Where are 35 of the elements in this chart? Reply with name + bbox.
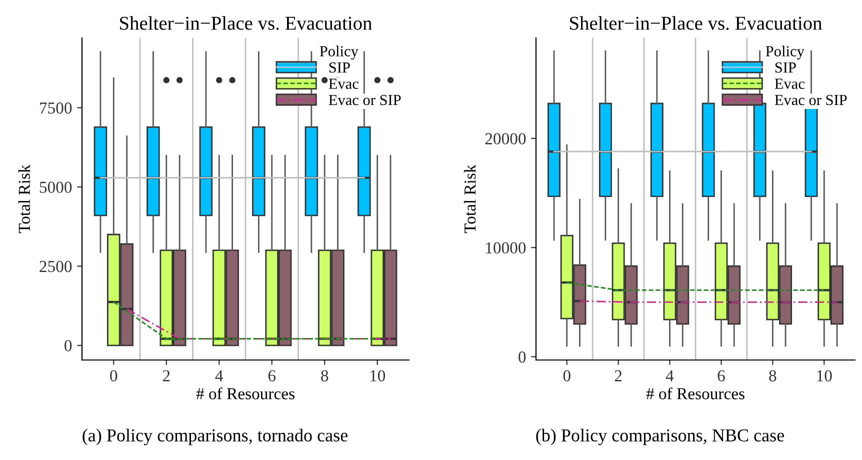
chart-title: Shelter−in−Place vs. Evacuation: [120, 16, 372, 30]
x-tick-label: 10: [817, 370, 832, 382]
x-tick-label: 0: [563, 370, 570, 382]
x-tick-label: 2: [162, 370, 170, 382]
legend-title: Policy: [320, 46, 358, 60]
x-axis-title: # of Resources: [646, 387, 744, 400]
x-tick-label: 4: [666, 370, 674, 382]
y-axis-title: Total Risk: [464, 164, 476, 234]
x-tick-label: 10: [370, 370, 386, 382]
x-tick-label: 8: [321, 370, 328, 382]
y-tick-label: 10000: [486, 242, 526, 254]
y-tick-label: 2500: [40, 260, 72, 272]
x-tick-label: 0: [110, 370, 118, 382]
chart-title: Shelter−in−Place vs. Evacuation: [570, 16, 822, 30]
y-tick-label: 7500: [40, 102, 72, 114]
x-tick-label: 2: [614, 370, 622, 382]
x-tick-label: 6: [718, 370, 725, 382]
legend-title: Policy: [766, 46, 804, 60]
legend-label: Evac or SIP: [328, 94, 401, 106]
y-axis-title: Total Risk: [18, 164, 30, 234]
y-tick-label: 20000: [485, 133, 526, 144]
legend-label: SIP: [329, 62, 350, 73]
y-tick-label: 5000: [40, 182, 72, 193]
x-tick-label: 6: [268, 370, 276, 382]
legend-label: Evac: [774, 78, 804, 89]
x-tick-label: 8: [769, 370, 776, 382]
legend-label: Evac: [328, 78, 358, 89]
text: (a) Policy comparisons, tornado case: [82, 428, 348, 446]
x-axis-title: # of Resources: [196, 387, 294, 400]
legend-label: SIP: [775, 62, 796, 73]
legend-label: Evac or SIP: [774, 94, 847, 106]
y-tick-label: 0: [518, 351, 526, 363]
x-tick-label: 4: [215, 370, 224, 382]
text: (b) Policy comparisons, NBC case: [536, 428, 784, 446]
y-tick-label: 0: [64, 340, 72, 352]
